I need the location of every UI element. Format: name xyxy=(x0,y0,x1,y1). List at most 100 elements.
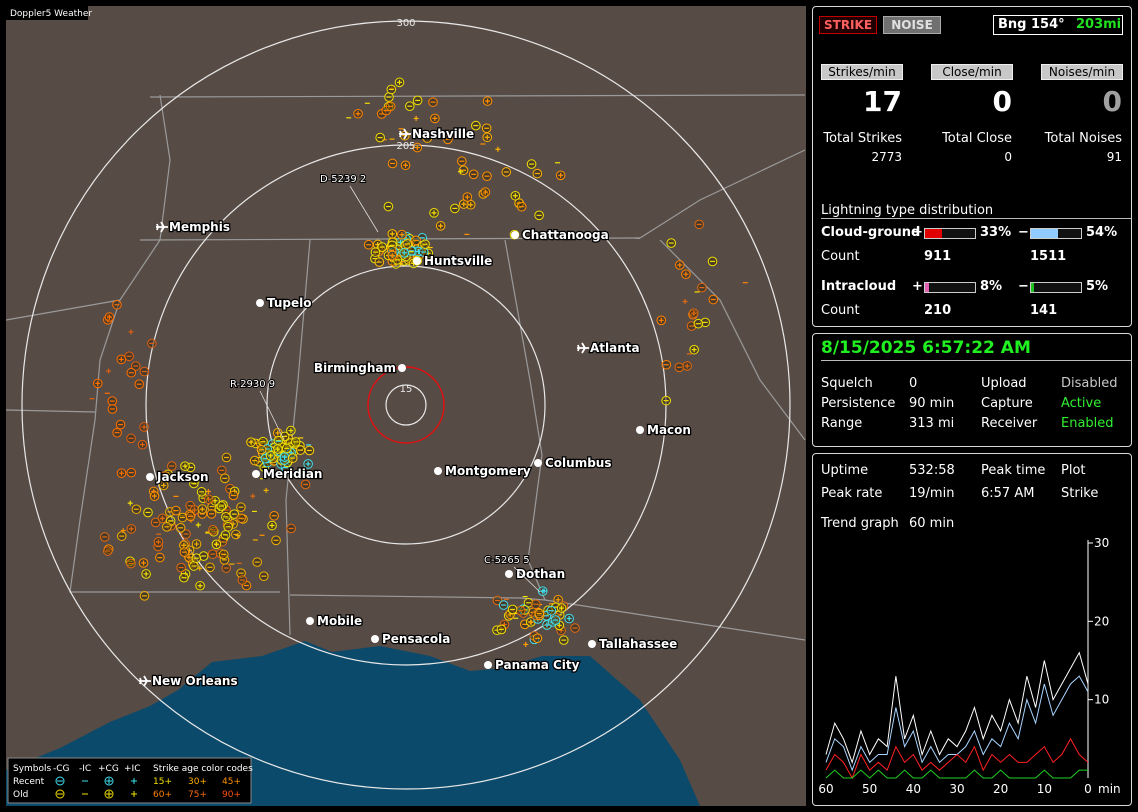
strike-symbol xyxy=(674,362,685,373)
rate-button[interactable]: Noises/min xyxy=(1041,64,1123,80)
strike-sign xyxy=(250,493,256,499)
border xyxy=(639,149,806,239)
legend-header: Strike age color codes xyxy=(153,764,253,774)
strike-symbol xyxy=(197,504,208,514)
strike-symbol xyxy=(661,395,671,406)
x-tick-label: 60 xyxy=(818,782,833,796)
setting-value: Active xyxy=(1061,396,1102,411)
strike-symbol xyxy=(206,509,217,519)
rate-value: 0 xyxy=(1102,85,1122,118)
city-dot xyxy=(398,364,406,372)
strike-sign xyxy=(282,454,288,460)
strike-sign xyxy=(143,571,149,577)
sign: − xyxy=(1018,225,1029,240)
percent-label: 8% xyxy=(980,279,1003,294)
legend-row: Old xyxy=(13,790,28,800)
strike-symbol xyxy=(150,517,161,528)
strike-symbol xyxy=(175,523,186,533)
strike-symbol xyxy=(126,367,137,378)
city-label: Memphis xyxy=(169,220,230,234)
setting-label: Persistence xyxy=(821,396,896,411)
strike-sign xyxy=(248,439,254,445)
strike-symbol xyxy=(532,633,543,644)
strike-symbol xyxy=(176,562,186,573)
strike-symbol xyxy=(303,459,313,469)
strike-sign xyxy=(555,597,561,603)
airport-icon xyxy=(399,128,411,140)
strike-symbol xyxy=(131,504,142,515)
strike-symbol xyxy=(550,615,561,625)
legend-header: Symbols xyxy=(13,764,52,774)
city-dot xyxy=(252,470,260,478)
strike-sign xyxy=(523,641,529,647)
trend-graph: 10 20 30 60 50 40 30 20 10 0 min xyxy=(818,536,1121,796)
strike-symbol xyxy=(666,238,677,248)
strike-symbol xyxy=(205,562,215,573)
setting-value: 313 mi xyxy=(909,416,955,431)
strike-symbol xyxy=(413,115,419,121)
trend-line xyxy=(825,651,1089,764)
strike-symbol xyxy=(162,522,172,532)
strike-symbol xyxy=(106,368,112,374)
setting-label: Upload xyxy=(981,376,1027,391)
mode-button[interactable]: STRIKE xyxy=(819,16,877,34)
city-label: Macon xyxy=(647,423,691,437)
strike-sign xyxy=(658,317,664,323)
strike-sign xyxy=(403,162,409,168)
strike-symbol xyxy=(530,599,541,610)
strike-sign xyxy=(155,539,161,545)
strike-sign xyxy=(544,622,550,628)
strike-sign xyxy=(235,533,241,539)
legend-symbol xyxy=(106,791,112,797)
strike-symbol xyxy=(516,201,527,212)
city-dot xyxy=(511,231,519,239)
strike-symbol xyxy=(443,134,453,145)
strike-sign xyxy=(159,515,165,521)
strike-symbol xyxy=(386,84,397,95)
strike-symbol xyxy=(195,580,205,591)
strike-symbol xyxy=(221,452,232,463)
ring-label: 300 xyxy=(396,18,415,29)
strike-symbol xyxy=(139,591,150,601)
strike-sign xyxy=(484,134,490,140)
setting-value: 0 xyxy=(909,376,918,391)
strike-sign xyxy=(194,541,200,547)
strike-symbol xyxy=(236,502,246,513)
strike-symbol xyxy=(196,487,207,497)
city-label: Pensacola xyxy=(382,632,450,646)
rate-value: 0 xyxy=(992,85,1012,118)
mode-button[interactable]: NOISE xyxy=(883,16,941,34)
strike-symbol xyxy=(228,490,239,501)
stat-text: Peak time xyxy=(981,463,1046,478)
strike-symbol xyxy=(546,605,557,616)
legend-symbol xyxy=(55,789,65,799)
strike-sign xyxy=(461,201,467,207)
percent-bar-track xyxy=(924,228,976,239)
strike-symbol xyxy=(300,479,311,490)
strike-symbol xyxy=(211,539,222,550)
strike-sign xyxy=(128,526,134,532)
rate-button[interactable]: Strikes/min xyxy=(821,64,903,80)
airport-icon xyxy=(156,221,168,233)
legend-age: 45+ xyxy=(222,777,241,787)
rate-button[interactable]: Close/min xyxy=(931,64,1013,80)
distance: 203mi xyxy=(1076,17,1122,32)
sign: + xyxy=(912,279,923,294)
count-label: Count xyxy=(821,303,860,318)
strike-symbol xyxy=(481,123,492,134)
strike-sign xyxy=(205,488,211,494)
strike-symbol xyxy=(523,641,529,647)
strike-symbol xyxy=(674,260,685,270)
x-unit: min xyxy=(1098,782,1121,796)
stat-text: 6:57 AM xyxy=(981,486,1035,501)
strike-sign xyxy=(269,523,275,529)
strike-symbol xyxy=(405,101,415,112)
strike-symbol xyxy=(458,165,469,176)
total-label: Total Strikes xyxy=(823,131,902,146)
datetime: 8/15/2025 6:57:22 AM xyxy=(821,338,1031,358)
legend-type: +CG xyxy=(98,764,119,774)
strike-symbol xyxy=(102,546,113,556)
strike-symbol xyxy=(394,77,405,88)
strike-sign xyxy=(464,194,470,200)
ring-label: 205 xyxy=(396,141,415,152)
